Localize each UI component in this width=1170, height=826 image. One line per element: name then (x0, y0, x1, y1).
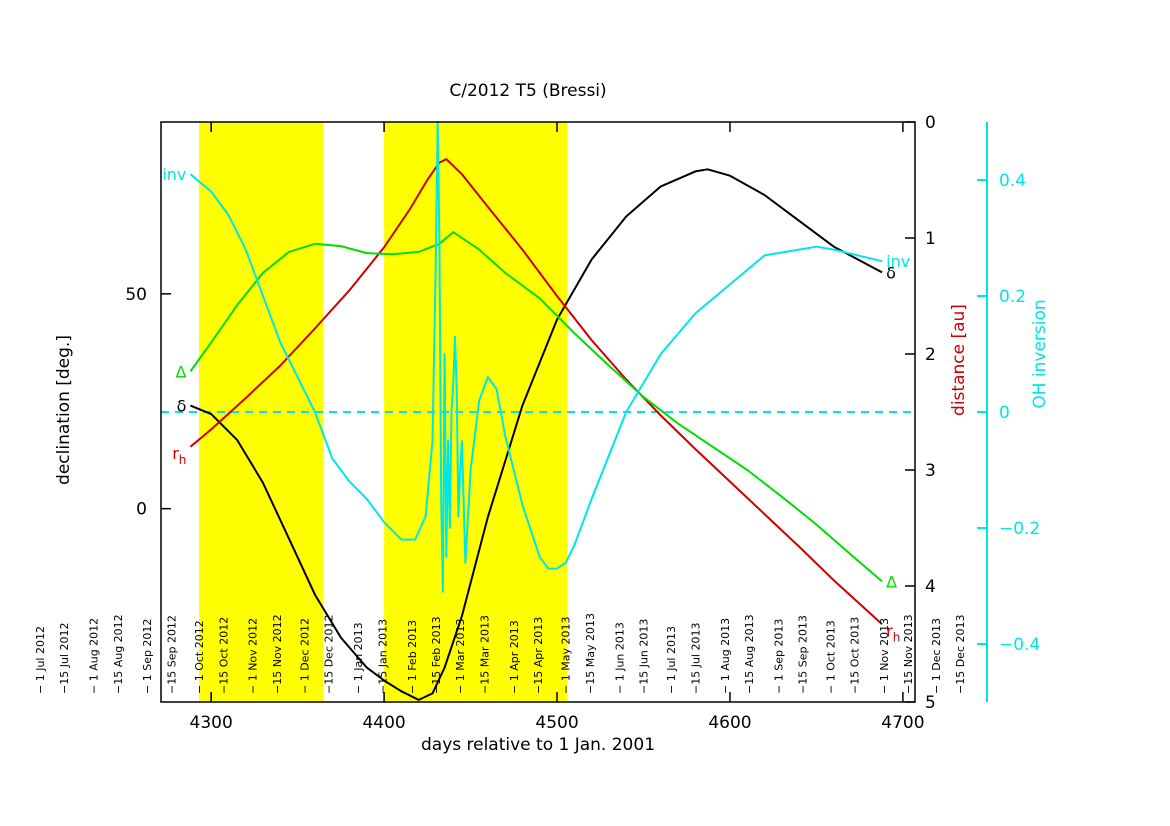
date-label-36: −15 Dec 2013 (954, 615, 967, 695)
date-label-9: − 1 Nov 2012 (247, 618, 260, 694)
date-label-2: −15 Jul 2012 (58, 623, 71, 694)
date-label-26: −15 Jul 2013 (689, 623, 702, 694)
end-label-rh-subscript: h (893, 630, 901, 644)
y-right-oh-label: OH inversion (1030, 299, 1050, 408)
date-label-27: − 1 Aug 2013 (719, 618, 732, 694)
date-label-5: − 1 Sep 2012 (141, 619, 154, 694)
y-right-distance-label: distance [au] (949, 304, 969, 416)
end-label-declination-right: δ (886, 263, 896, 282)
date-label-4: −15 Aug 2012 (112, 614, 125, 694)
date-label-20: −15 Apr 2013 (532, 617, 545, 694)
x-tick-label-4300: 4300 (190, 713, 233, 733)
y-right-distance-tick-label-0: 0 (925, 113, 936, 133)
series-line-rh (189, 158, 883, 626)
oh-tick-label-0-4: −0.4 (999, 635, 1040, 655)
date-label-15: − 1 Feb 2013 (406, 620, 419, 694)
end-label-rh-left: rh (172, 444, 186, 467)
series-lines (189, 121, 883, 701)
date-label-19: − 1 Apr 2013 (508, 620, 521, 694)
date-labels: − 1 Jul 2012 −15 Jul 2012 − 1 Aug 2012 −15 … (34, 613, 967, 694)
date-label-35: − 1 Dec 2013 (930, 618, 943, 694)
chart-title: C/2012 T5 (Bressi) (449, 81, 606, 101)
date-label-23: − 1 Jun 2013 (613, 622, 626, 694)
date-label-7: − 1 Oct 2012 (193, 620, 206, 694)
date-label-29: − 1 Sep 2013 (772, 619, 785, 694)
x-axis-label: days relative to 1 Jan. 2001 (421, 735, 655, 755)
x-tick-label-4500: 4500 (535, 713, 578, 733)
date-label-21: − 1 May 2013 (560, 617, 573, 694)
x-tick-label-4700: 4700 (881, 713, 924, 733)
y-right-distance-tick-label-2: 2 (925, 345, 936, 365)
date-label-18: −15 Mar 2013 (478, 615, 491, 694)
y-right-distance-tick-label-3: 3 (925, 461, 936, 481)
y-left-tick-label-0: 0 (136, 500, 147, 520)
oh-tick-label-0-4: 0.4 (999, 171, 1026, 191)
date-label-17: − 1 Mar 2013 (454, 619, 467, 694)
end-label-delta-right: Δ (886, 572, 897, 591)
date-label-13: − 1 Jan 2013 (352, 622, 365, 694)
date-label-10: −15 Nov 2012 (271, 614, 284, 694)
date-label-24: −15 Jun 2013 (638, 619, 651, 694)
date-label-3: − 1 Aug 2012 (88, 618, 101, 694)
date-label-14: −15 Jan 2013 (376, 619, 389, 694)
series-line-delta (189, 231, 883, 583)
date-label-32: −15 Oct 2013 (849, 617, 862, 694)
y-right-distance-tick-label-4: 4 (925, 577, 936, 597)
series-line-declination (190, 168, 883, 701)
date-label-25: − 1 Jul 2013 (665, 626, 678, 694)
end-label-delta-left: Δ (175, 362, 186, 381)
date-label-12: −15 Dec 2012 (323, 615, 336, 695)
end-label-oh-inversion-right: inv (886, 252, 910, 271)
date-label-28: −15 Aug 2013 (743, 614, 756, 694)
axes: 4300 4400 4500 4600 4700 0 50 0 1 2 3 4 5 0.4 0.2 0 −0.2… (125, 113, 1040, 733)
date-label-34: −15 Nov 2013 (902, 614, 915, 694)
date-label-33: − 1 Nov 2013 (878, 618, 891, 694)
oh-tick-label-0-2: −0.2 (999, 519, 1040, 539)
date-label-1: − 1 Jul 2012 (34, 626, 47, 694)
date-label-30: −15 Sep 2013 (797, 615, 810, 694)
y-right-distance-tick-label-5: 5 (925, 693, 936, 713)
plot-frame (160, 121, 916, 703)
end-label-oh-inversion-left: inv (162, 165, 186, 184)
end-label-declination-left: δ (177, 397, 187, 416)
y-left-axis-label: declination [deg.] (54, 335, 74, 485)
y-right-distance-tick-label-1: 1 (925, 229, 936, 249)
x-tick-label-4600: 4600 (708, 713, 751, 733)
oh-tick-label-0: 0 (999, 403, 1010, 423)
date-label-31: − 1 Oct 2013 (824, 620, 837, 694)
date-label-8: −15 Oct 2012 (217, 617, 230, 694)
date-label-6: −15 Sep 2012 (165, 615, 178, 694)
oh-tick-label-0-2: 0.2 (999, 287, 1026, 307)
y-left-tick-label-50: 50 (125, 285, 147, 305)
series-line-oh-inversion (189, 121, 883, 593)
date-label-22: −15 May 2013 (584, 613, 597, 694)
x-tick-label-4400: 4400 (362, 713, 405, 733)
date-label-11: − 1 Dec 2012 (299, 618, 312, 694)
end-label-rh-subscript: h (179, 453, 187, 467)
date-label-16: −15 Feb 2013 (430, 616, 443, 694)
